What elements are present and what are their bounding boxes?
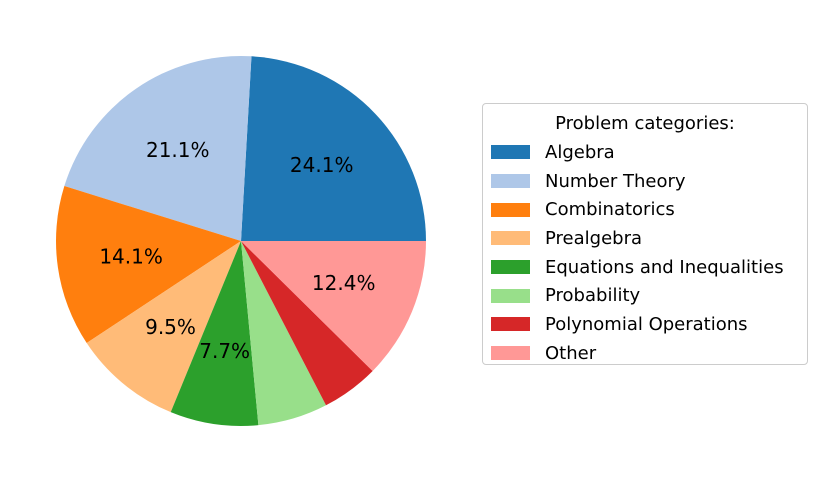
- legend-swatch: [491, 317, 530, 332]
- pie-slice-polynomial-operations: [241, 241, 373, 406]
- pie-slice-number-theory: [64, 56, 252, 242]
- legend-item-equations-and-inequalities: Equations and Inequalities: [491, 253, 799, 282]
- legend-swatch: [491, 202, 530, 217]
- legend-item-probability: Probability: [491, 281, 799, 310]
- legend-swatch: [491, 260, 530, 275]
- legend-item-polynomial-operations: Polynomial Operations: [491, 310, 799, 339]
- legend-swatch: [491, 174, 530, 189]
- pie-percent-labels: 24.1% 21.1% 14.1% 9.5%7.7% 12.4%: [99, 138, 375, 363]
- legend-item-prealgebra: Prealgebra: [491, 224, 799, 253]
- legend-label: Combinatorics: [545, 199, 675, 221]
- pie-slices: [56, 56, 426, 427]
- legend-label: Other: [545, 342, 597, 364]
- legend-items: Algebra Number Theory Combinatorics Prealge…: [491, 138, 799, 368]
- legend-title: Problem categories:: [555, 113, 735, 134]
- pie-percent-label-combinatorics: 14.1%: [99, 245, 163, 269]
- legend-swatch: [491, 145, 530, 160]
- legend-label: Algebra: [545, 141, 615, 163]
- pie-percent-label-algebra: 24.1%: [290, 153, 354, 177]
- pie-slice-combinatorics: [56, 186, 241, 344]
- pie-percent-label-equations-and-inequalities: 7.7%: [199, 339, 250, 363]
- legend-label: Prealgebra: [545, 227, 643, 249]
- legend-item-algebra: Algebra: [491, 138, 799, 167]
- pie-slice-equations-and-inequalities: [170, 241, 259, 427]
- pie-slice-probability: [241, 241, 327, 426]
- legend-item-number-theory: Number Theory: [491, 167, 799, 196]
- pie-slice-algebra: [241, 56, 426, 241]
- legend-swatch: [491, 231, 530, 246]
- legend-label: Equations and Inequalities: [545, 256, 784, 278]
- legend-label: Polynomial Operations: [545, 313, 748, 335]
- legend-item-combinatorics: Combinatorics: [491, 195, 799, 224]
- legend-swatch: [491, 346, 530, 361]
- legend: Problem categories: Algebra Number Theory…: [482, 103, 808, 365]
- pie-slice-other: [241, 241, 426, 371]
- legend-swatch: [491, 288, 530, 303]
- legend-item-other: Other: [491, 339, 799, 368]
- pie-percent-label-other: 12.4%: [312, 271, 376, 295]
- pie-percent-label-number-theory: 21.1%: [146, 138, 210, 162]
- pie-percent-label-prealgebra: 9.5%: [145, 315, 196, 339]
- legend-label: Probability: [545, 285, 641, 307]
- pie-slice-prealgebra: [86, 241, 241, 413]
- legend-label: Number Theory: [545, 170, 686, 192]
